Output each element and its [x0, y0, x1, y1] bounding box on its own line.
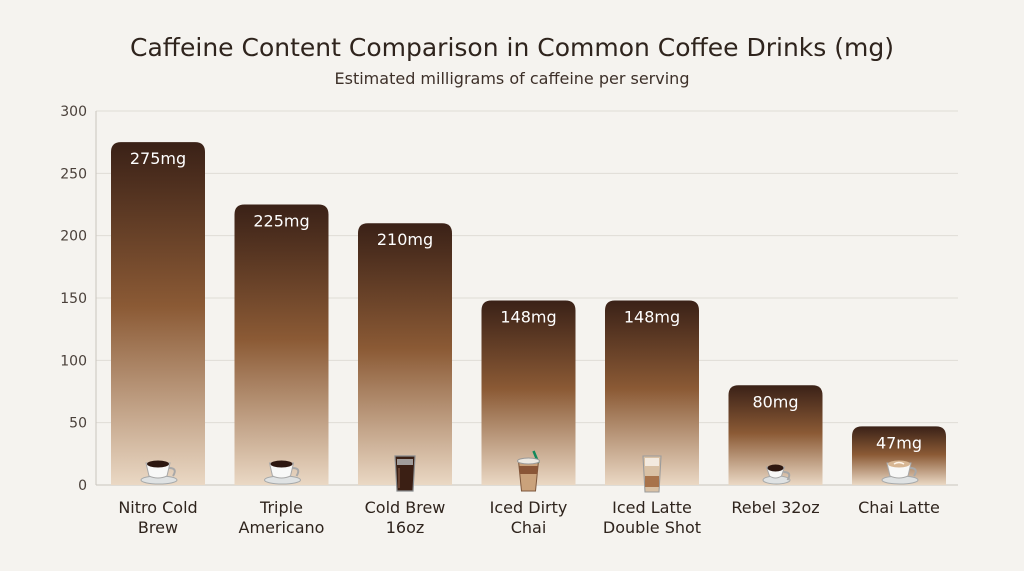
bar-value-label: 148mg [500, 307, 556, 326]
iced-cold-brew-glass-icon [394, 455, 416, 492]
y-tick-label: 0 [78, 478, 87, 494]
bars [111, 142, 946, 485]
bar [111, 142, 205, 485]
bar-value-label: 47mg [876, 433, 922, 452]
bar-value-label: 148mg [624, 307, 680, 326]
bar-value-label: 210mg [377, 230, 433, 249]
iced-chai-cup-icon [517, 450, 540, 492]
x-tick-label: Iced Dirty [490, 498, 568, 517]
y-tick-label: 250 [60, 166, 87, 182]
x-tick-label: Double Shot [603, 518, 701, 537]
bar [852, 426, 946, 485]
bar-value-label: 80mg [752, 392, 798, 411]
x-tick-label: Chai Latte [858, 498, 940, 517]
iced-latte-glass-icon [642, 455, 662, 493]
chart-title: Caffeine Content Comparison in Common Co… [130, 33, 894, 62]
y-tick-label: 100 [60, 353, 87, 369]
x-tick-label: Rebel 32oz [731, 498, 819, 517]
bar [605, 300, 699, 485]
americano-cup-icon [264, 460, 301, 485]
x-tick-label: Brew [138, 518, 178, 537]
coffee-cup-icon [140, 460, 178, 485]
x-tick-label: Cold Brew [365, 498, 446, 517]
x-tick-label: Chai [511, 518, 547, 537]
bar [234, 204, 329, 485]
y-tick-label: 150 [60, 291, 87, 307]
bar [481, 300, 576, 485]
bar-value-label: 275mg [130, 149, 186, 168]
x-tick-label: 16oz [386, 518, 425, 537]
chart-subtitle: Estimated milligrams of caffeine per ser… [334, 69, 690, 88]
y-tick-label: 50 [69, 416, 87, 432]
latte-cup-icon [881, 460, 919, 485]
bar [728, 385, 823, 485]
x-tick-label: Nitro Cold [118, 498, 197, 517]
x-tick-label: Triple [259, 498, 303, 517]
x-tick-label: Americano [239, 518, 325, 537]
x-tick-label: Iced Latte [612, 498, 692, 517]
y-tick-label: 300 [60, 104, 87, 120]
bar-value-label: 225mg [253, 212, 309, 231]
bar [358, 223, 452, 485]
espresso-cup-icon [762, 464, 791, 485]
y-tick-label: 200 [60, 229, 87, 245]
